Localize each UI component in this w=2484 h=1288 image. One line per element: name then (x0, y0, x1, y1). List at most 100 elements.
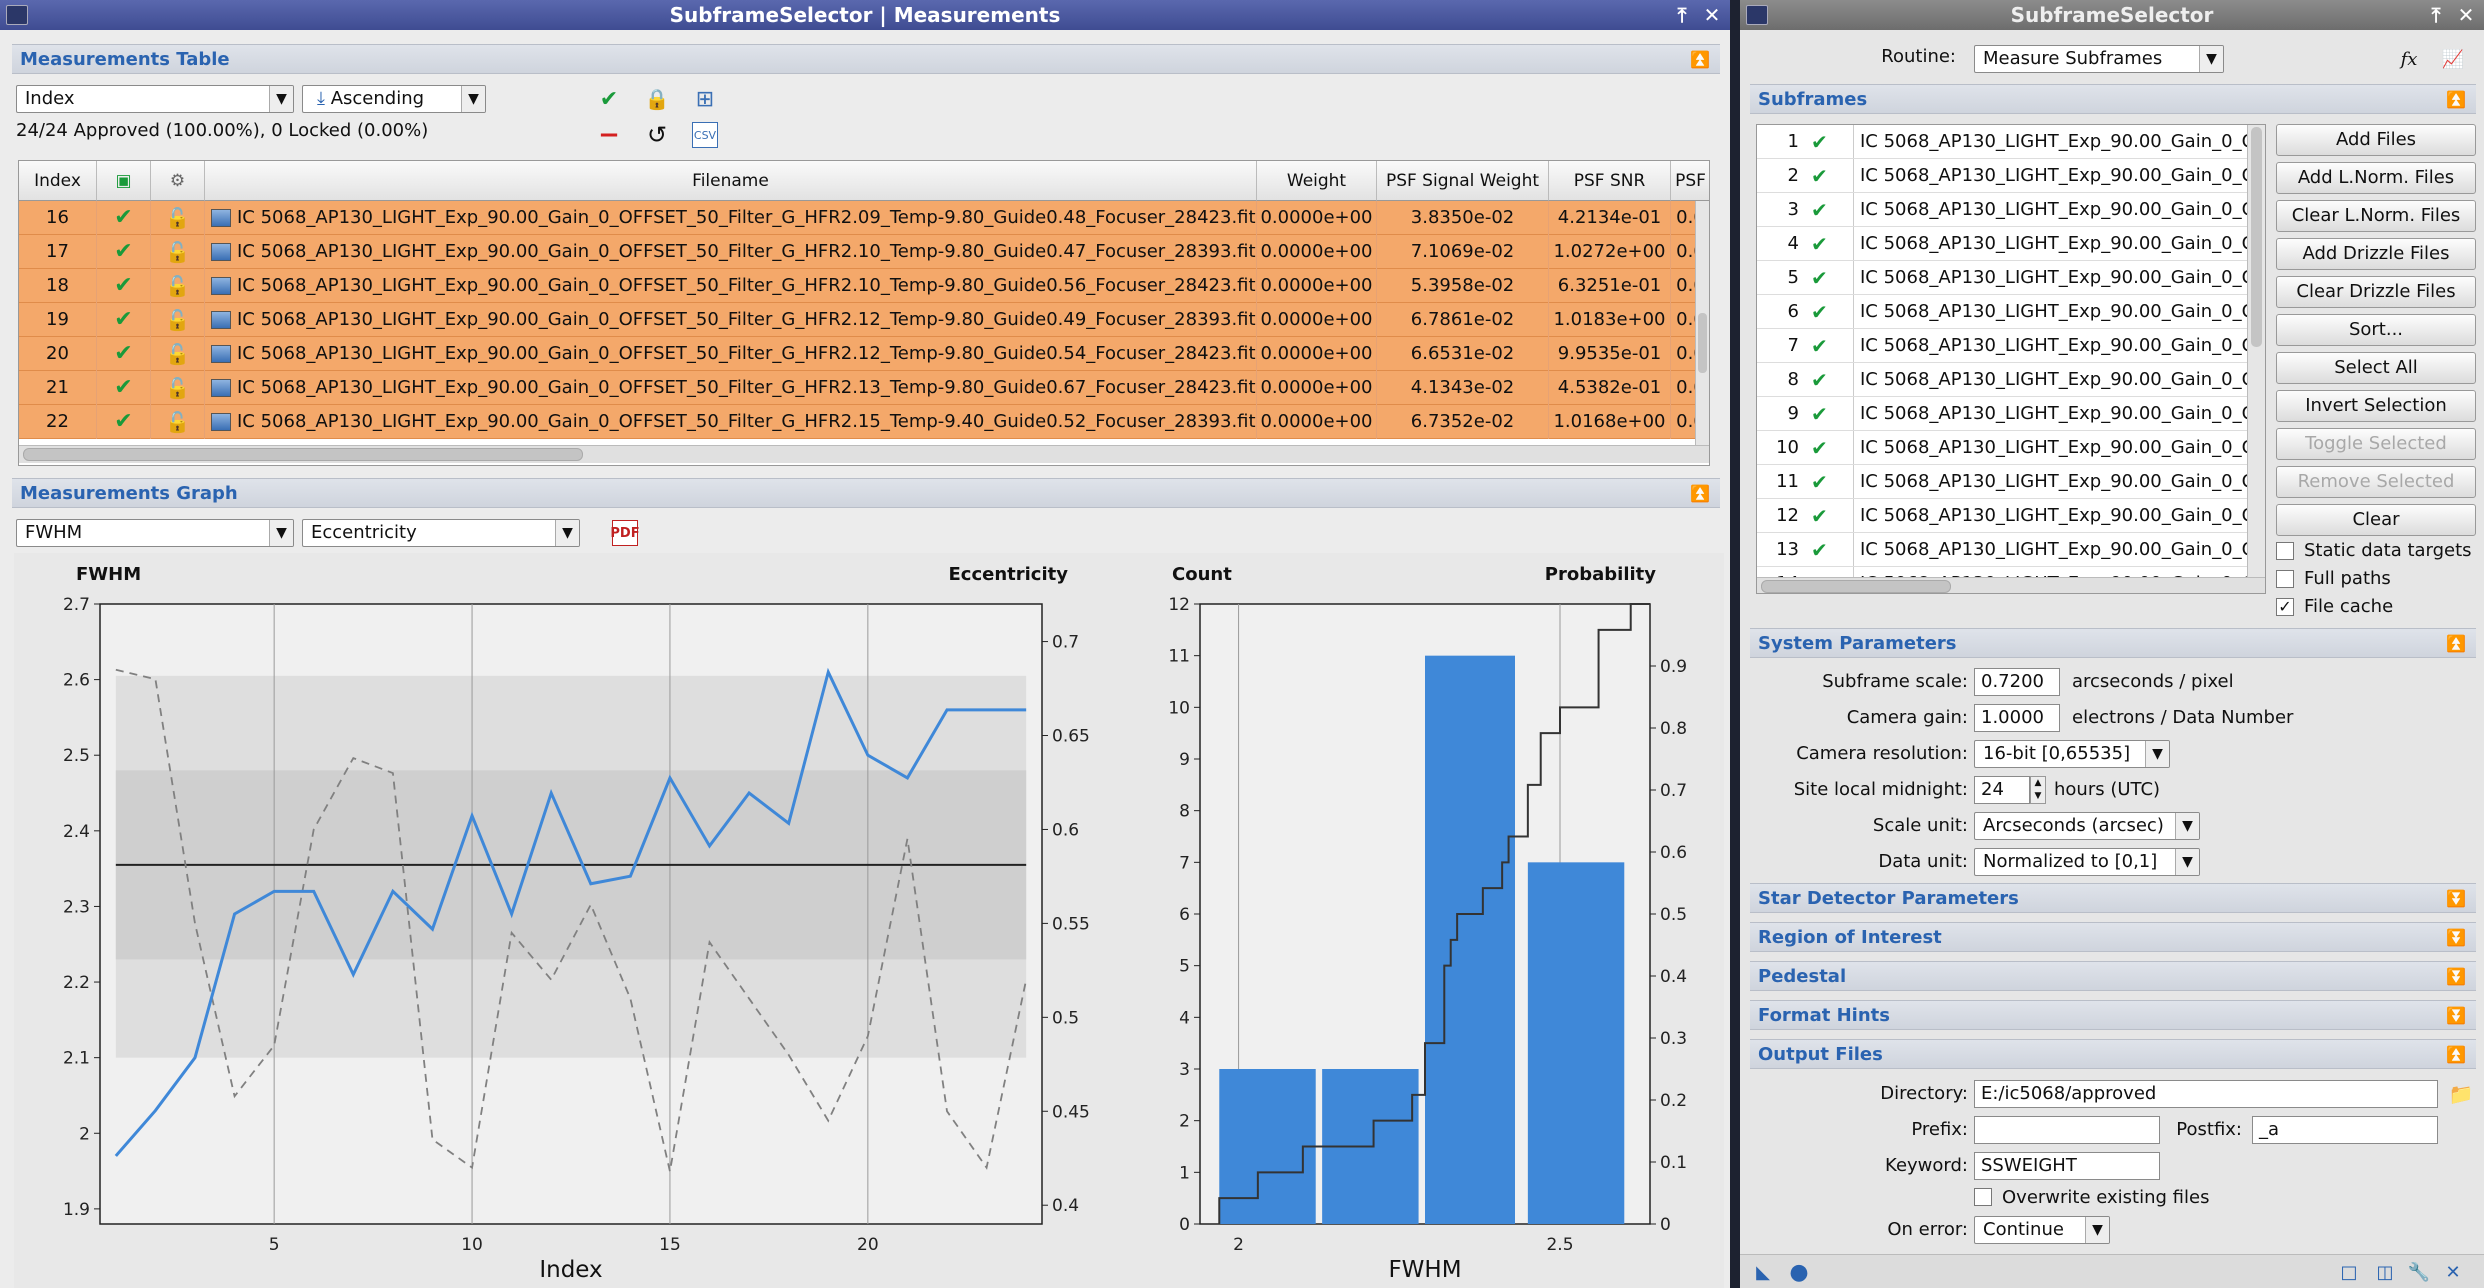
subframe-item[interactable]: 9 ✔ IC 5068_AP130_LIGHT_Exp_90.00_Gain_0_O… (1757, 397, 2247, 431)
camera-gain-input[interactable]: 1.0000 (1974, 704, 2060, 732)
subframes-header[interactable]: Subframes ⏫ (1750, 84, 2476, 114)
scale-unit-select[interactable]: Arcseconds (arcsec) ▼ (1974, 812, 2200, 840)
export-csv-icon[interactable]: CSV (692, 122, 718, 148)
col-locked[interactable]: ⚙ (151, 161, 205, 201)
subframe-item[interactable]: 10 ✔ IC 5068_AP130_LIGHT_Exp_90.00_Gain_0_… (1757, 431, 2247, 465)
subframe-item[interactable]: 6 ✔ IC 5068_AP130_LIGHT_Exp_90.00_Gain_0_O… (1757, 295, 2247, 329)
list-hscroll-thumb[interactable] (1761, 580, 1951, 593)
close-icon[interactable]: ✕ (1703, 3, 1721, 27)
subframe-item[interactable]: 3 ✔ IC 5068_AP130_LIGHT_Exp_90.00_Gain_0_O… (1757, 193, 2247, 227)
browse-doc-icon[interactable]: □ (2340, 1261, 2358, 1283)
expand-icon[interactable]: ⏬ (2446, 928, 2466, 947)
approved-check-icon[interactable]: ✔ (114, 375, 133, 400)
keyword-input[interactable]: SSWEIGHT (1974, 1152, 2160, 1180)
add-lnorm-files-button[interactable]: Add L.Norm. Files (2276, 162, 2476, 194)
close-icon[interactable]: ✕ (2457, 3, 2475, 27)
measurements-table-header[interactable]: Measurements Table ⏫ (12, 44, 1720, 74)
col-approved[interactable]: ▣ (97, 161, 151, 201)
new-instance-icon[interactable]: ◣ (1756, 1261, 1770, 1283)
apply-global-icon[interactable]: ● (1789, 1259, 1809, 1285)
table-hscroll-thumb[interactable] (23, 448, 583, 461)
approved-check-icon[interactable]: ✔ (114, 341, 133, 366)
subframe-item[interactable]: 13 ✔ IC 5068_AP130_LIGHT_Exp_90.00_Gain_0_… (1757, 533, 2247, 567)
approved-check-icon[interactable]: ✔ (114, 239, 133, 264)
enabled-check-icon[interactable]: ✔ (1811, 504, 1828, 528)
list-vscroll-thumb[interactable] (2251, 127, 2262, 347)
file-cache-checkbox[interactable]: ✓ (2276, 598, 2294, 616)
table-row[interactable]: 17 ✔ 🔓 IC 5068_AP130_LIGHT_Exp_90.00_Gain_0… (19, 235, 1705, 269)
collapse-icon[interactable]: ⏫ (2446, 634, 2466, 653)
data-unit-select[interactable]: Normalized to [0,1] ▼ (1974, 848, 2200, 876)
graph-y-select[interactable]: FWHM ▼ (16, 519, 294, 547)
sort-order-select[interactable]: ⤓ Ascending ▼ (302, 85, 486, 113)
clear-button[interactable]: Clear (2276, 504, 2476, 536)
add-drizzle-files-button[interactable]: Add Drizzle Files (2276, 238, 2476, 270)
subframe-item[interactable]: 5 ✔ IC 5068_AP130_LIGHT_Exp_90.00_Gain_0_O… (1757, 261, 2247, 295)
collapse-icon[interactable]: ⏫ (2446, 1045, 2466, 1064)
export-pdf-icon[interactable]: PDF (610, 520, 640, 546)
table-row[interactable]: 20 ✔ 🔓 IC 5068_AP130_LIGHT_Exp_90.00_Gain_0… (19, 337, 1705, 371)
preferences-icon[interactable]: 🔧 (2407, 1261, 2431, 1283)
prefix-input[interactable] (1974, 1116, 2160, 1144)
folder-icon[interactable]: 📁 (2448, 1082, 2474, 1106)
output-files-header[interactable]: Output Files ⏫ (1750, 1039, 2476, 1069)
col-psf-snr[interactable]: PSF SNR (1549, 161, 1671, 201)
reset-icon[interactable]: ↺ (646, 121, 668, 149)
graph-y2-select[interactable]: Eccentricity ▼ (302, 519, 580, 547)
routine-select[interactable]: Measure Subframes ▼ (1974, 45, 2224, 73)
overwrite-checkbox[interactable] (1974, 1188, 1992, 1206)
measurements-graph-header[interactable]: Measurements Graph ⏫ (12, 478, 1720, 508)
enabled-check-icon[interactable]: ✔ (1811, 266, 1828, 290)
format-hints-header[interactable]: Format Hints ⏬ (1750, 1000, 2476, 1030)
postfix-input[interactable]: _a (2252, 1116, 2438, 1144)
collapse-icon[interactable]: ⏫ (1690, 484, 1710, 503)
directory-input[interactable]: E:/ic5068/approved (1974, 1080, 2438, 1108)
approve-icon[interactable]: ✔ (599, 86, 619, 112)
table-row[interactable]: 21 ✔ 🔓 IC 5068_AP130_LIGHT_Exp_90.00_Gain_0… (19, 371, 1705, 405)
subframes-list[interactable]: 1 ✔ IC 5068_AP130_LIGHT_Exp_90.00_Gain_0_O… (1756, 124, 2266, 594)
enabled-check-icon[interactable]: ✔ (1811, 470, 1828, 494)
static-data-targets-checkbox[interactable] (2276, 542, 2294, 560)
enabled-check-icon[interactable]: ✔ (1811, 164, 1828, 188)
function-icon[interactable]: fx (2400, 48, 2418, 70)
subframe-item[interactable]: 1 ✔ IC 5068_AP130_LIGHT_Exp_90.00_Gain_0_O… (1757, 125, 2247, 159)
clear-drizzle-files-button[interactable]: Clear Drizzle Files (2276, 276, 2476, 308)
table-vscroll[interactable] (1695, 201, 1709, 445)
subframe-scale-input[interactable]: 0.7200 (1974, 668, 2060, 696)
enabled-check-icon[interactable]: ✔ (1811, 538, 1828, 562)
camera-resolution-select[interactable]: 16-bit [0,65535] ▼ (1974, 740, 2170, 768)
sort-button[interactable]: Sort... (2276, 314, 2476, 346)
table-vscroll-thumb[interactable] (1698, 313, 1707, 373)
expand-icon[interactable]: ⏬ (2446, 889, 2466, 908)
reject-icon[interactable]: − (598, 120, 620, 150)
shade-icon[interactable]: ⤒ (2431, 3, 2441, 27)
shade-icon[interactable]: ⤒ (1677, 3, 1687, 27)
table-hscroll[interactable] (19, 445, 1709, 463)
lock-icon[interactable]: 🔒 (644, 87, 670, 111)
table-row[interactable]: 22 ✔ 🔓 IC 5068_AP130_LIGHT_Exp_90.00_Gain_0… (19, 405, 1705, 439)
enabled-check-icon[interactable]: ✔ (1811, 436, 1828, 460)
subframeselector-titlebar[interactable]: SubframeSelector ⤒ ✕ (1740, 0, 2484, 30)
unlocked-icon[interactable]: 🔓 (165, 376, 190, 400)
select-grid-icon[interactable]: ⊞ (695, 86, 715, 112)
subframe-item[interactable]: 7 ✔ IC 5068_AP130_LIGHT_Exp_90.00_Gain_0_O… (1757, 329, 2247, 363)
approved-check-icon[interactable]: ✔ (114, 273, 133, 298)
list-hscroll[interactable] (1757, 577, 2265, 593)
system-parameters-header[interactable]: System Parameters ⏫ (1750, 628, 2476, 658)
region-of-interest-header[interactable]: Region of Interest ⏬ (1750, 922, 2476, 952)
remove-selected-button[interactable]: Remove Selected (2276, 466, 2476, 498)
unlocked-icon[interactable]: 🔓 (165, 410, 190, 434)
expand-icon[interactable]: ⏬ (2446, 1006, 2466, 1025)
enabled-check-icon[interactable]: ✔ (1811, 402, 1828, 426)
invert-selection-button[interactable]: Invert Selection (2276, 390, 2476, 422)
col-psf-signal-weight[interactable]: PSF Signal Weight (1377, 161, 1549, 201)
graph-icon[interactable]: 📈 (2441, 48, 2465, 70)
approved-check-icon[interactable]: ✔ (114, 307, 133, 332)
unlocked-icon[interactable]: 🔓 (165, 274, 190, 298)
full-paths-checkbox[interactable] (2276, 570, 2294, 588)
enabled-check-icon[interactable]: ✔ (1811, 198, 1828, 222)
expand-icon[interactable]: ⏬ (2446, 967, 2466, 986)
subframe-item[interactable]: 11 ✔ IC 5068_AP130_LIGHT_Exp_90.00_Gain_0_… (1757, 465, 2247, 499)
unlocked-icon[interactable]: 🔓 (165, 206, 190, 230)
measurements-titlebar[interactable]: SubframeSelector | Measurements ⤒ ✕ (0, 0, 1730, 30)
